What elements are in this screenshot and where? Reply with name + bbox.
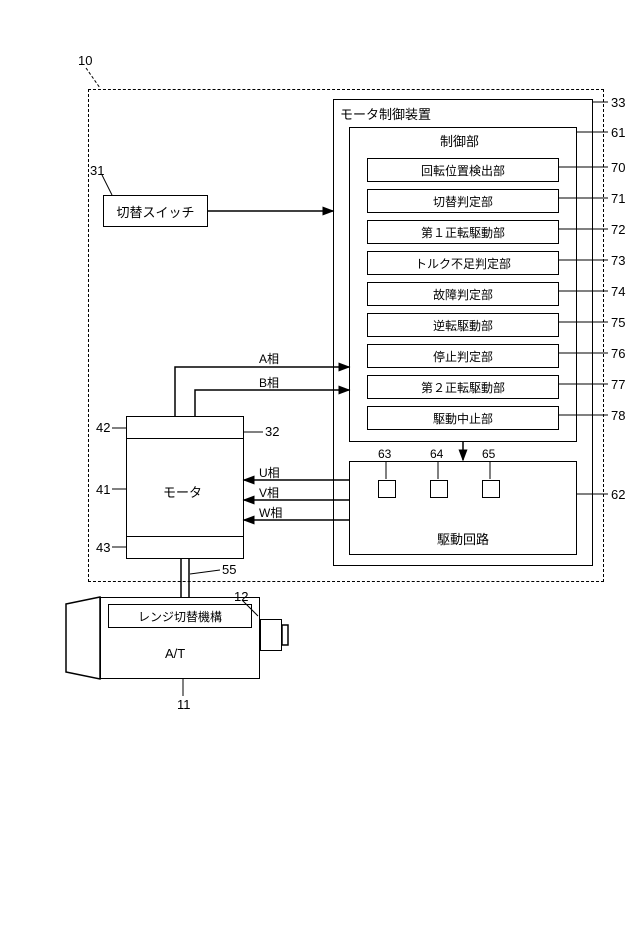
ref-70: 70: [611, 160, 625, 175]
ref-63: 63: [378, 447, 391, 461]
ref-74: 74: [611, 284, 625, 299]
sub-70: 回転位置検出部: [367, 158, 559, 182]
motor-sensor-top: [126, 416, 244, 439]
ref-62: 62: [611, 487, 625, 502]
sub74-label: 故障判定部: [433, 286, 493, 303]
sq-64: [430, 480, 448, 498]
phase-b: B相: [259, 374, 279, 391]
ref-78: 78: [611, 408, 625, 423]
at-label: A/T: [165, 646, 185, 661]
sub77-label: 第２正転駆動部: [421, 379, 505, 396]
sub-78: 駆動中止部: [367, 406, 559, 430]
phase-v: V相: [259, 484, 279, 501]
ref-55: 55: [222, 562, 236, 577]
switch-label: 切替スイッチ: [116, 202, 194, 221]
ref-32: 32: [265, 424, 279, 439]
switch-box: 切替スイッチ: [103, 195, 208, 227]
ref-71: 71: [611, 191, 625, 206]
ref-76: 76: [611, 346, 625, 361]
diagram-canvas: 10 切替スイッチ 31 モータ制御装置 33 制御部 61 回転位置検出部 7…: [0, 0, 640, 949]
phase-u: U相: [259, 464, 280, 481]
ref-77: 77: [611, 377, 625, 392]
sub-74: 故障判定部: [367, 282, 559, 306]
sub-75: 逆転駆動部: [367, 313, 559, 337]
ref-64: 64: [430, 447, 443, 461]
ref-42: 42: [96, 420, 110, 435]
ref-31: 31: [90, 163, 104, 178]
ref-11: 11: [177, 697, 191, 712]
range-mech-box: レンジ切替機構: [108, 604, 252, 628]
ref-12: 12: [234, 589, 248, 604]
sub78-label: 駆動中止部: [433, 410, 493, 427]
ref-72: 72: [611, 222, 625, 237]
sub-72: 第１正転駆動部: [367, 220, 559, 244]
sub76-label: 停止判定部: [433, 348, 493, 365]
motor-sensor-bot: [126, 536, 244, 559]
sub72-label: 第１正転駆動部: [421, 224, 505, 241]
range-mech-label: レンジ切替機構: [138, 608, 222, 625]
ctrl-title: 制御部: [440, 131, 479, 150]
at-output: [260, 619, 282, 651]
sq-63: [378, 480, 396, 498]
ref-73: 73: [611, 253, 625, 268]
drive-box: 駆動回路: [349, 461, 577, 555]
ref-43: 43: [96, 540, 110, 555]
sub-73: トルク不足判定部: [367, 251, 559, 275]
controller-title: モータ制御装置: [340, 104, 431, 123]
ref-10: 10: [78, 53, 92, 68]
ref-41: 41: [96, 482, 110, 497]
ref-75: 75: [611, 315, 625, 330]
ref-65: 65: [482, 447, 495, 461]
sub73-label: トルク不足判定部: [415, 255, 511, 272]
sub-71: 切替判定部: [367, 189, 559, 213]
motor-label: モータ: [163, 482, 202, 501]
sub75-label: 逆転駆動部: [433, 317, 493, 334]
ref-61: 61: [611, 125, 625, 140]
drive-label: 駆動回路: [437, 529, 489, 548]
phase-a: A相: [259, 350, 279, 367]
sub-77: 第２正転駆動部: [367, 375, 559, 399]
sub-76: 停止判定部: [367, 344, 559, 368]
ref-33: 33: [611, 95, 625, 110]
sub70-label: 回転位置検出部: [421, 162, 505, 179]
sq-65: [482, 480, 500, 498]
phase-w: W相: [259, 504, 282, 521]
sub71-label: 切替判定部: [433, 193, 493, 210]
